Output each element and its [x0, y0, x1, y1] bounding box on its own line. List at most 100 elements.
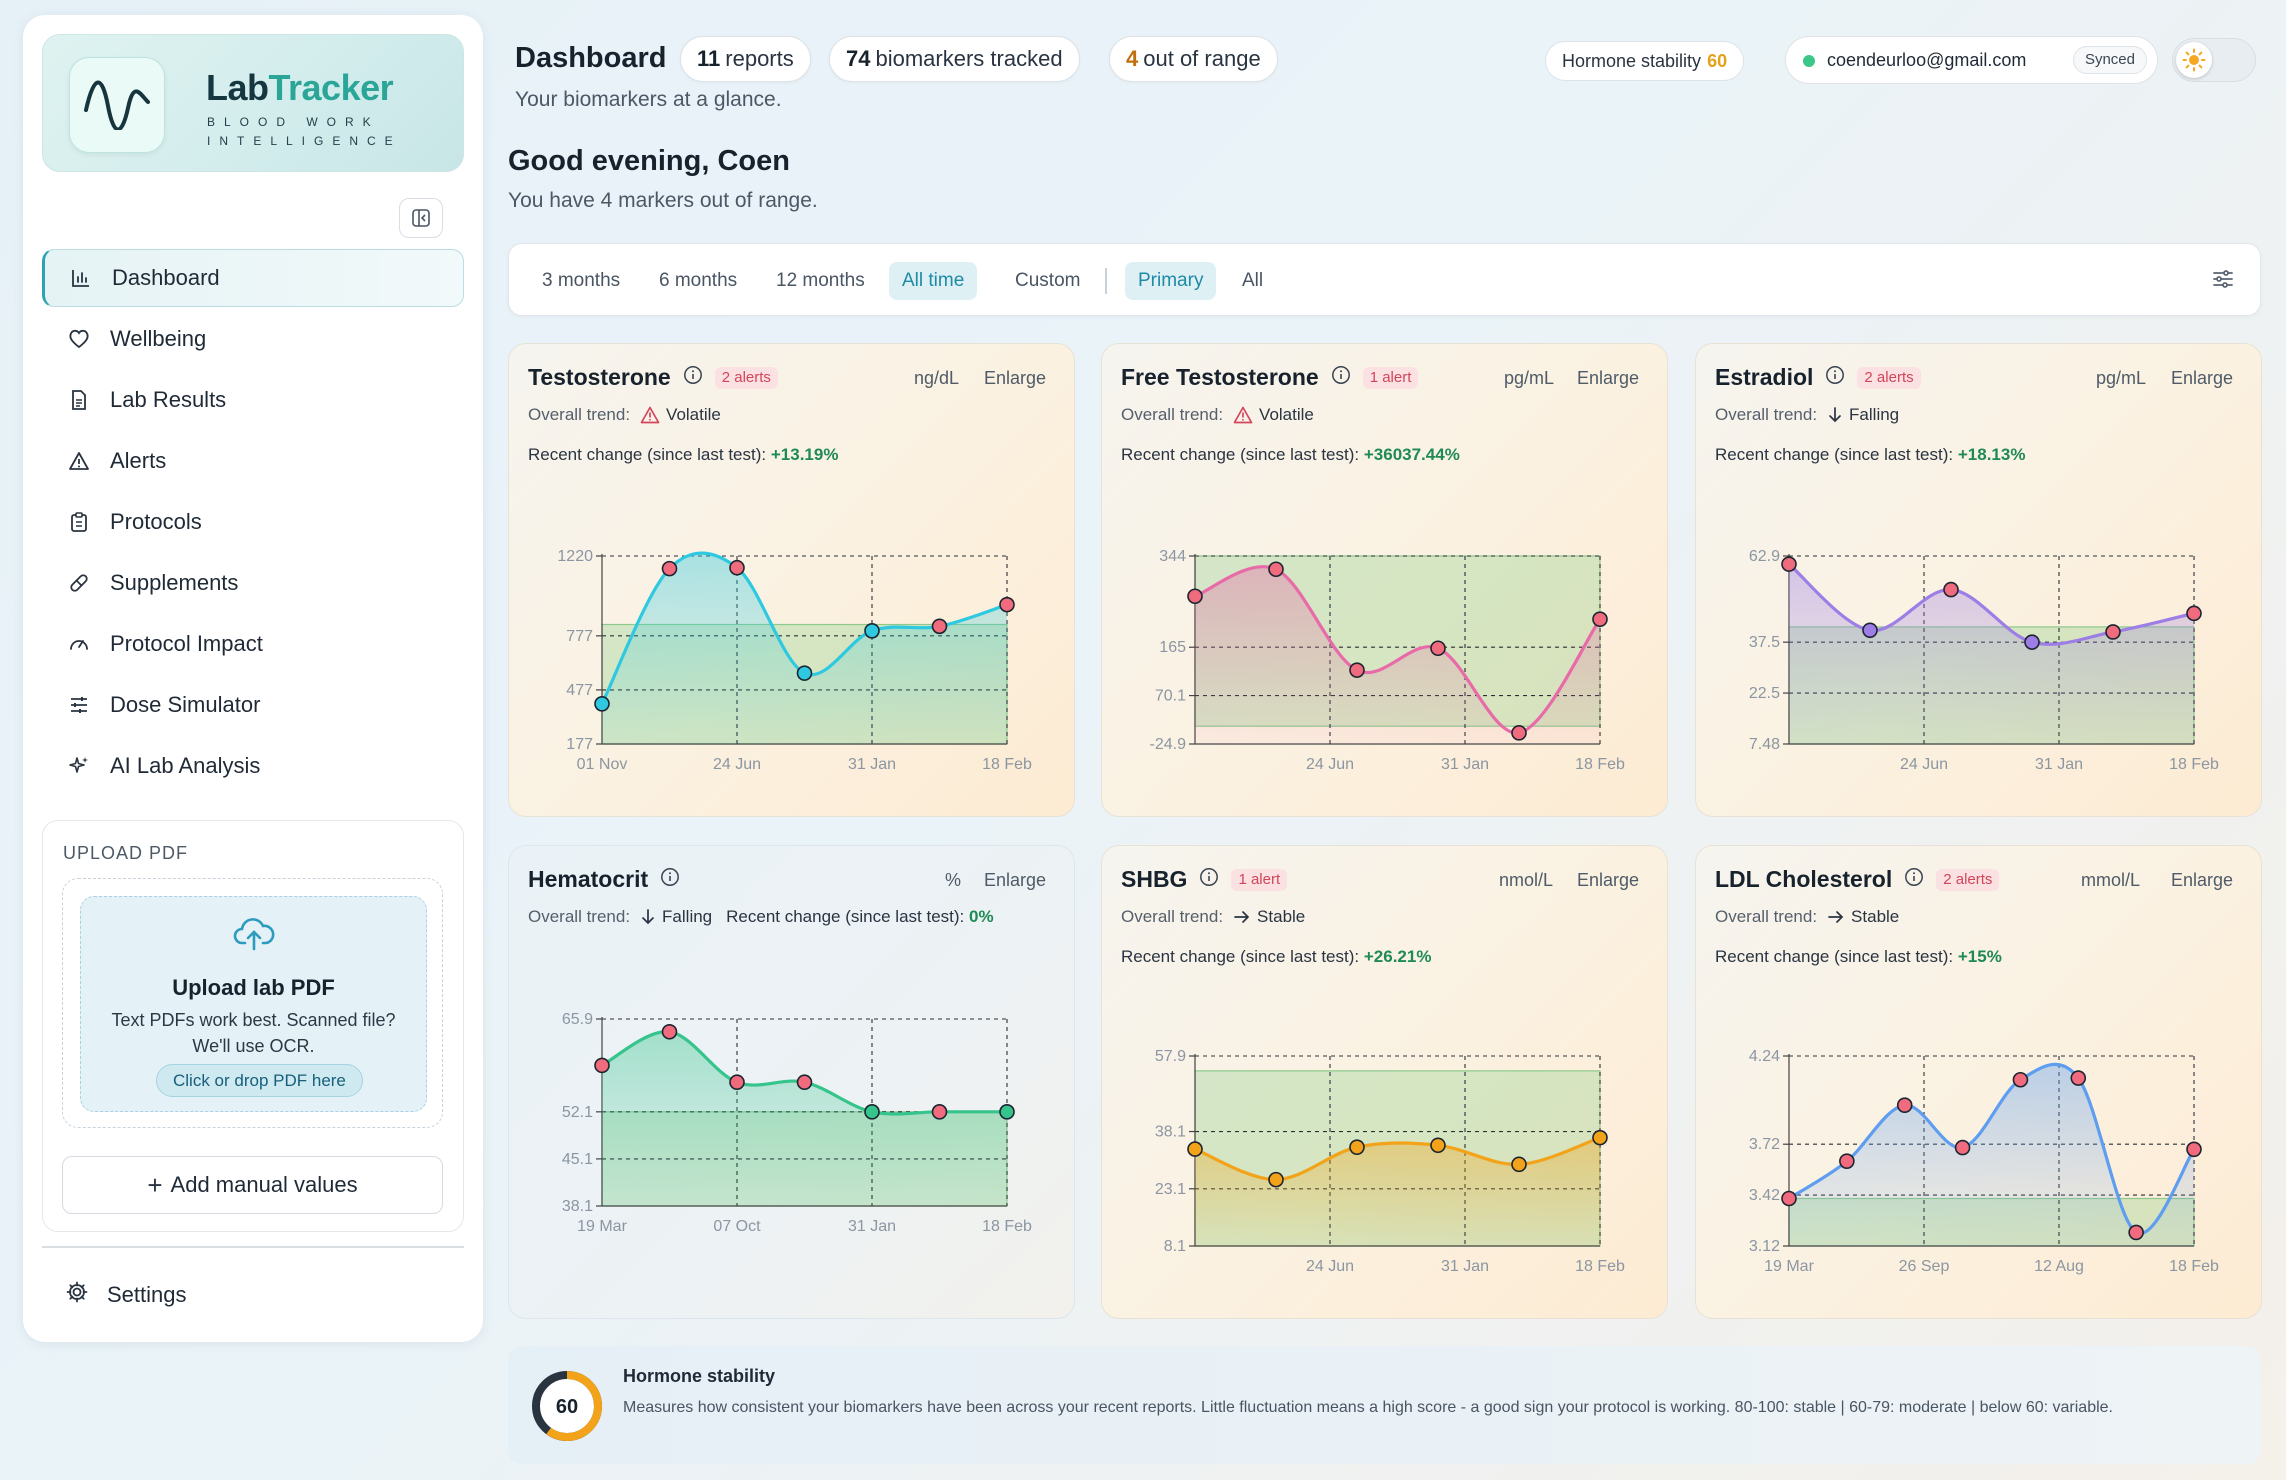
info-icon[interactable]: [1825, 364, 1845, 391]
enlarge-button[interactable]: Enlarge: [2170, 870, 2233, 890]
x-tick-label: 18 Feb: [2169, 1258, 2219, 1275]
data-point[interactable]: [1592, 611, 1608, 627]
alert-count-badge[interactable]: 1 alert: [1362, 366, 1419, 389]
data-point[interactable]: [661, 1023, 678, 1040]
data-point[interactable]: [864, 623, 880, 639]
collapse-sidebar-button[interactable]: [399, 198, 443, 238]
data-point[interactable]: [594, 1057, 610, 1074]
data-point[interactable]: [1781, 556, 1797, 572]
data-point[interactable]: [999, 596, 1015, 613]
account-chip[interactable]: coendeurloo@gmail.com Synced: [1785, 36, 2158, 84]
series-area: [1789, 564, 2194, 744]
info-icon[interactable]: [1904, 866, 1924, 893]
data-point[interactable]: [1943, 581, 1959, 598]
data-point[interactable]: [1430, 640, 1446, 657]
data-point[interactable]: [1349, 662, 1365, 678]
sidebar-item-protocols[interactable]: Protocols: [42, 493, 464, 551]
alert-count-badge[interactable]: 2 alerts: [1857, 366, 1921, 389]
filter-6-months[interactable]: 6 months: [659, 270, 738, 291]
data-point[interactable]: [1430, 1137, 1446, 1154]
data-point[interactable]: [1896, 1097, 1913, 1113]
data-point[interactable]: [931, 618, 948, 635]
info-icon[interactable]: [660, 866, 680, 893]
data-point[interactable]: [2105, 624, 2121, 640]
add-manual-values-button[interactable]: + Add manual values: [62, 1156, 443, 1214]
sidebar-item-protocol-impact[interactable]: Protocol Impact: [42, 615, 464, 673]
data-point[interactable]: [1268, 561, 1284, 578]
upload-dropzone[interactable]: Upload lab PDF Text PDFs work best. Scan…: [80, 896, 427, 1112]
data-point[interactable]: [796, 665, 813, 681]
gear-icon: [65, 1280, 89, 1310]
sidebar-item-alerts[interactable]: Alerts: [42, 432, 464, 490]
sidebar-item-dose-simulator[interactable]: Dose Simulator: [42, 676, 464, 734]
filter-12-months[interactable]: 12 months: [776, 270, 865, 291]
bar-chart-icon: [68, 265, 94, 291]
alert-count-badge[interactable]: 1 alert: [1231, 868, 1288, 891]
theme-toggle[interactable]: [2172, 38, 2256, 82]
info-icon[interactable]: [1331, 364, 1351, 391]
sidebar-item-ai-lab-analysis[interactable]: AI Lab Analysis: [42, 737, 464, 795]
y-tick-label: 62.9: [1749, 548, 1780, 565]
enlarge-button[interactable]: Enlarge: [1576, 368, 1639, 388]
enlarge-button[interactable]: Enlarge: [1576, 870, 1639, 890]
alert-count-badge[interactable]: 2 alerts: [714, 366, 778, 389]
filter-3-months[interactable]: 3 months: [542, 270, 621, 291]
data-point[interactable]: [1954, 1139, 1971, 1156]
data-point[interactable]: [999, 1104, 1015, 1120]
data-point[interactable]: [1781, 1190, 1797, 1207]
hormone-stability-chip[interactable]: Hormone stability 60: [1545, 41, 1745, 81]
data-point[interactable]: [1862, 622, 1878, 639]
brand-logo[interactable]: LabTracker Blood work intelligence: [42, 34, 464, 172]
filter-settings-button[interactable]: [2210, 266, 2236, 297]
data-point[interactable]: [1187, 1141, 1203, 1157]
alert-count-badge[interactable]: 2 alerts: [1936, 868, 2000, 891]
trend-down-icon: [640, 908, 656, 926]
enlarge-button[interactable]: Enlarge: [983, 368, 1046, 388]
series-area: [1195, 566, 1600, 744]
data-point[interactable]: [729, 1074, 745, 1091]
data-point[interactable]: [1268, 1171, 1284, 1188]
filter-all-time[interactable]: All time: [889, 262, 978, 300]
filter-custom[interactable]: Custom: [1015, 270, 1081, 291]
data-point[interactable]: [1511, 1156, 1527, 1173]
biomarker-name: SHBG: [1121, 866, 1188, 892]
pill-icon: [66, 570, 92, 596]
out-of-range-chip[interactable]: 4 out of range: [1109, 36, 1278, 82]
data-point[interactable]: [2186, 605, 2202, 622]
shbg-card: SHBG 1 alert nmol/L Enlarge Overall trend: St…: [1101, 845, 1668, 1319]
sidebar-item-supplements[interactable]: Supplements: [42, 554, 464, 612]
data-point[interactable]: [729, 559, 745, 576]
data-point[interactable]: [1511, 725, 1527, 741]
data-point[interactable]: [594, 696, 610, 712]
data-point[interactable]: [2024, 634, 2040, 650]
enlarge-button[interactable]: Enlarge: [2170, 368, 2233, 388]
filter-all[interactable]: All: [1242, 270, 1264, 291]
x-tick-label: 24 Jun: [1306, 756, 1354, 773]
upload-cta-button[interactable]: Click or drop PDF here: [156, 1064, 363, 1097]
filter-primary[interactable]: Primary: [1125, 262, 1217, 300]
data-point[interactable]: [1839, 1153, 1855, 1169]
data-point[interactable]: [796, 1074, 813, 1091]
data-point[interactable]: [1349, 1139, 1365, 1155]
sidebar-item-dashboard[interactable]: Dashboard: [42, 249, 464, 307]
data-point[interactable]: [864, 1104, 880, 1120]
data-point[interactable]: [1187, 588, 1203, 605]
biomarkers-count-chip[interactable]: 74 biomarkers tracked: [829, 36, 1080, 82]
data-point[interactable]: [2186, 1141, 2202, 1158]
data-point[interactable]: [2012, 1071, 2029, 1088]
sidebar-item-label: Protocol Impact: [110, 631, 263, 656]
info-icon[interactable]: [683, 364, 703, 391]
info-icon[interactable]: [1199, 866, 1219, 893]
enlarge-button[interactable]: Enlarge: [983, 870, 1046, 890]
data-point[interactable]: [2128, 1224, 2144, 1241]
sidebar-item-settings[interactable]: Settings: [42, 1280, 187, 1310]
online-status-icon: [1803, 55, 1815, 67]
sidebar-item-wellbeing[interactable]: Wellbeing: [42, 310, 464, 368]
reports-count: 11: [697, 46, 721, 71]
data-point[interactable]: [1592, 1129, 1608, 1146]
data-point[interactable]: [931, 1104, 948, 1120]
data-point[interactable]: [661, 560, 678, 577]
reports-count-chip[interactable]: 11 reports: [680, 36, 811, 82]
data-point[interactable]: [2070, 1070, 2087, 1086]
sidebar-item-lab-results[interactable]: Lab Results: [42, 371, 464, 429]
